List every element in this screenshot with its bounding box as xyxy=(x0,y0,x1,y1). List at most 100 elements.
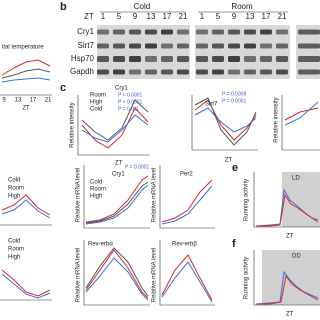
axis xyxy=(253,172,320,228)
band xyxy=(145,29,157,35)
band xyxy=(260,43,272,49)
band xyxy=(97,29,109,35)
axis xyxy=(159,240,215,306)
line xyxy=(1,199,51,219)
timepoint: 21 xyxy=(278,12,287,21)
line xyxy=(1,77,51,83)
axis xyxy=(83,240,150,306)
timepoint: 17 xyxy=(163,12,172,21)
axis xyxy=(191,95,258,151)
axis-label: ZT xyxy=(286,312,294,318)
line xyxy=(1,68,51,79)
line xyxy=(161,261,213,303)
line xyxy=(161,254,213,301)
line xyxy=(81,107,149,149)
band xyxy=(196,43,208,49)
band xyxy=(161,43,173,49)
band xyxy=(196,29,208,35)
row-label: Sirt7 xyxy=(78,41,95,50)
panel-c: c Relative intensity Cry1 Room High Cold… xyxy=(60,82,320,167)
axis-label: Relative mRNA level xyxy=(76,248,82,303)
panel-label: e xyxy=(232,162,238,174)
line xyxy=(85,175,149,223)
legend: High xyxy=(8,255,20,261)
band xyxy=(298,43,320,49)
chart-title: Cry1 xyxy=(112,172,125,178)
axis-label: Relative mRNA level xyxy=(152,168,158,223)
band xyxy=(276,29,288,35)
band xyxy=(129,69,141,75)
line xyxy=(256,193,319,227)
band xyxy=(97,69,109,75)
p-value: P = 0.011 xyxy=(118,106,139,112)
line xyxy=(1,59,51,76)
axis-label: Running activity xyxy=(244,257,250,299)
axis-label: Relative intensity xyxy=(274,97,280,142)
timepoint: 13 xyxy=(246,12,255,21)
p-value: P < 0.0001 xyxy=(118,99,142,105)
band xyxy=(145,43,157,49)
band xyxy=(228,29,240,35)
line xyxy=(284,101,319,126)
timepoint: 21 xyxy=(179,12,188,21)
chart-title: Cry1 xyxy=(115,86,128,92)
band xyxy=(113,56,125,62)
row-label: Cry1 xyxy=(77,27,94,36)
band xyxy=(276,43,288,49)
band xyxy=(228,56,240,62)
band xyxy=(212,29,224,35)
tick-label: 13 xyxy=(15,98,22,104)
band xyxy=(113,43,125,49)
p-value: P = 0.0001 xyxy=(222,98,246,104)
band xyxy=(113,69,125,75)
axis-label: ZT xyxy=(115,161,123,167)
panel-a: ital temperature 9 13 17 21 ZT xyxy=(0,45,52,112)
line xyxy=(1,269,51,297)
chart-title: ital temperature xyxy=(2,45,44,51)
condition: LD xyxy=(292,176,300,182)
condition: DD xyxy=(292,254,301,260)
band xyxy=(196,56,208,62)
axis xyxy=(281,95,320,151)
band xyxy=(298,69,320,75)
line xyxy=(85,184,149,225)
band xyxy=(97,43,109,49)
axis-label: ZT xyxy=(225,158,233,164)
line xyxy=(194,99,257,141)
band xyxy=(244,69,256,75)
blot xyxy=(97,25,190,79)
axis-label: ZT xyxy=(286,234,294,240)
axis xyxy=(159,165,215,229)
line xyxy=(81,99,149,141)
line xyxy=(85,181,149,224)
line xyxy=(284,107,319,121)
timepoint: 1 xyxy=(200,12,205,21)
group-label: Room xyxy=(231,2,253,11)
panel-e: e LD Running activity ZT xyxy=(232,162,320,240)
panel-label: b xyxy=(60,1,67,13)
band xyxy=(177,29,189,35)
timepoint: 9 xyxy=(133,12,138,21)
axis-label: Relative intensity xyxy=(70,102,76,147)
band xyxy=(228,43,240,49)
p-value: P = 0.0001 xyxy=(125,164,149,170)
blot xyxy=(195,25,290,79)
band xyxy=(260,29,272,35)
chart-title: Rev-erbβ xyxy=(172,242,197,248)
timepoint: 1 xyxy=(101,12,106,21)
legend: High xyxy=(90,100,102,106)
band xyxy=(161,69,173,75)
legend: Cold xyxy=(8,239,20,245)
legend: Room xyxy=(8,247,24,253)
group-label: Cold xyxy=(134,2,150,11)
legend: Room xyxy=(8,186,24,192)
band xyxy=(276,69,288,75)
timepoint: 13 xyxy=(147,12,156,21)
band xyxy=(129,29,141,35)
line xyxy=(1,194,51,216)
legend: Cold xyxy=(8,178,20,184)
line xyxy=(85,249,149,299)
band xyxy=(161,56,173,62)
line xyxy=(256,274,319,305)
